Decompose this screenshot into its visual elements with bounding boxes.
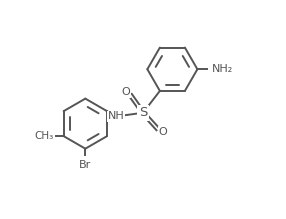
Text: O: O (121, 87, 130, 97)
Text: O: O (158, 127, 167, 137)
Text: NH₂: NH₂ (212, 64, 233, 74)
Text: CH₃: CH₃ (35, 131, 54, 141)
Text: S: S (139, 106, 147, 119)
Text: NH: NH (108, 111, 124, 122)
Text: Br: Br (79, 160, 92, 170)
